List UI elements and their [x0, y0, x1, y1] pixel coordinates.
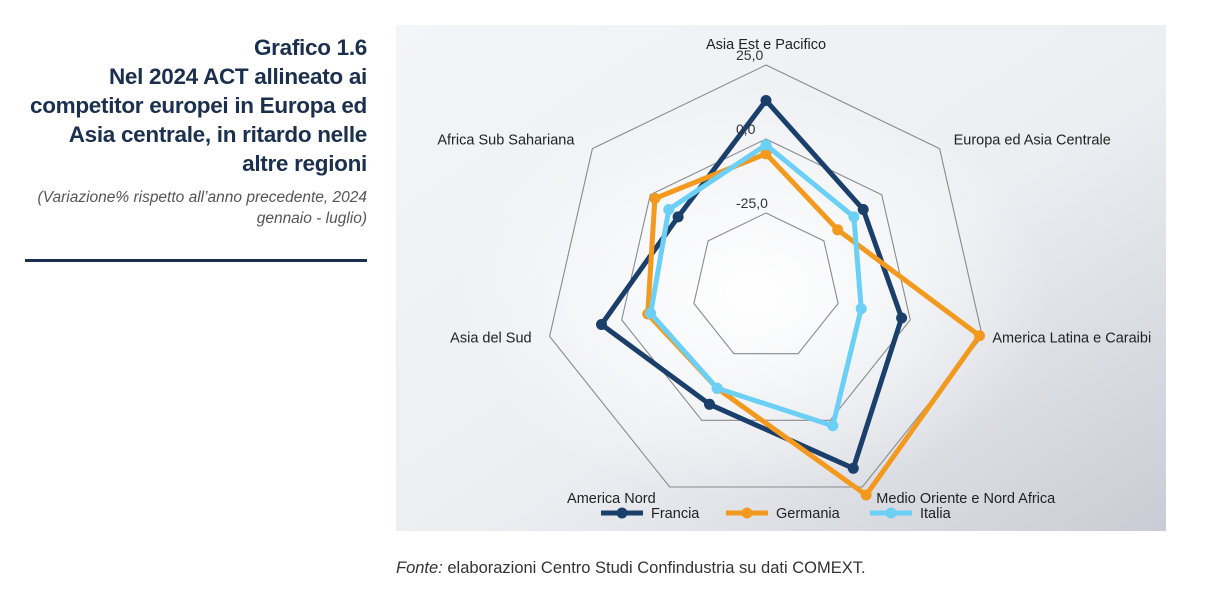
data-point	[848, 211, 860, 223]
data-point	[847, 462, 859, 474]
grid-ring	[693, 212, 839, 355]
data-point	[596, 319, 607, 330]
data-point	[663, 204, 675, 215]
legend-label: Italia	[920, 506, 952, 522]
data-point	[760, 95, 772, 106]
data-point	[857, 204, 869, 215]
series-line	[648, 142, 864, 429]
legend-marker	[741, 507, 753, 519]
data-point	[832, 224, 844, 236]
title-block: Grafico 1.6 Nel 2024 ACT allineato ai co…	[25, 33, 367, 229]
axis-label: Asia del Sud	[450, 330, 531, 346]
chart-panel: -25,0 0,0 25,0 Asia Est e Pacifico Europa ed…	[396, 25, 1166, 531]
axis-label: Europa ed Asia Centrale	[954, 133, 1111, 149]
legend-marker	[616, 507, 628, 519]
ring-label: -25,0	[736, 195, 768, 211]
ring-label: 25,0	[736, 47, 763, 63]
chart-subtitle: (Variazione% rispetto all’anno precedent…	[37, 189, 367, 227]
data-point	[711, 382, 723, 394]
axis-label: Medio Oriente e Nord Africa	[876, 491, 1056, 507]
chart-number: Grafico 1.6	[253, 35, 367, 60]
legend-label: Germania	[776, 506, 841, 522]
title-divider	[25, 259, 367, 262]
source-note: Fonte: elaborazioni Centro Studi Confind…	[396, 559, 866, 578]
data-point	[855, 303, 867, 315]
axis-label: America Latina e Caraibi	[992, 330, 1151, 346]
data-point	[860, 489, 872, 501]
source-text: elaborazioni Centro Studi Confindustria …	[447, 559, 866, 577]
source-prefix: Fonte:	[396, 559, 443, 577]
legend-marker	[885, 507, 897, 519]
grid-ring	[549, 64, 983, 488]
data-point	[760, 148, 772, 160]
data-point	[672, 211, 684, 223]
data-point	[827, 420, 839, 432]
data-point	[974, 330, 985, 342]
data-point	[645, 307, 657, 319]
data-point	[896, 312, 908, 324]
axis-label: Africa Sub Sahariana	[437, 133, 575, 149]
legend-label: Francia	[651, 506, 700, 522]
chart-background-glow	[436, 55, 1096, 515]
axis-label: America Nord	[567, 491, 656, 507]
data-point	[760, 139, 772, 151]
chart-title: Nel 2024 ACT allineato ai competitor eur…	[30, 64, 367, 176]
data-point	[649, 192, 661, 204]
ring-label: 0,0	[736, 121, 756, 137]
axis-label: Asia Est e Pacifico	[706, 37, 826, 53]
series-line	[645, 151, 982, 498]
data-point	[704, 398, 715, 410]
